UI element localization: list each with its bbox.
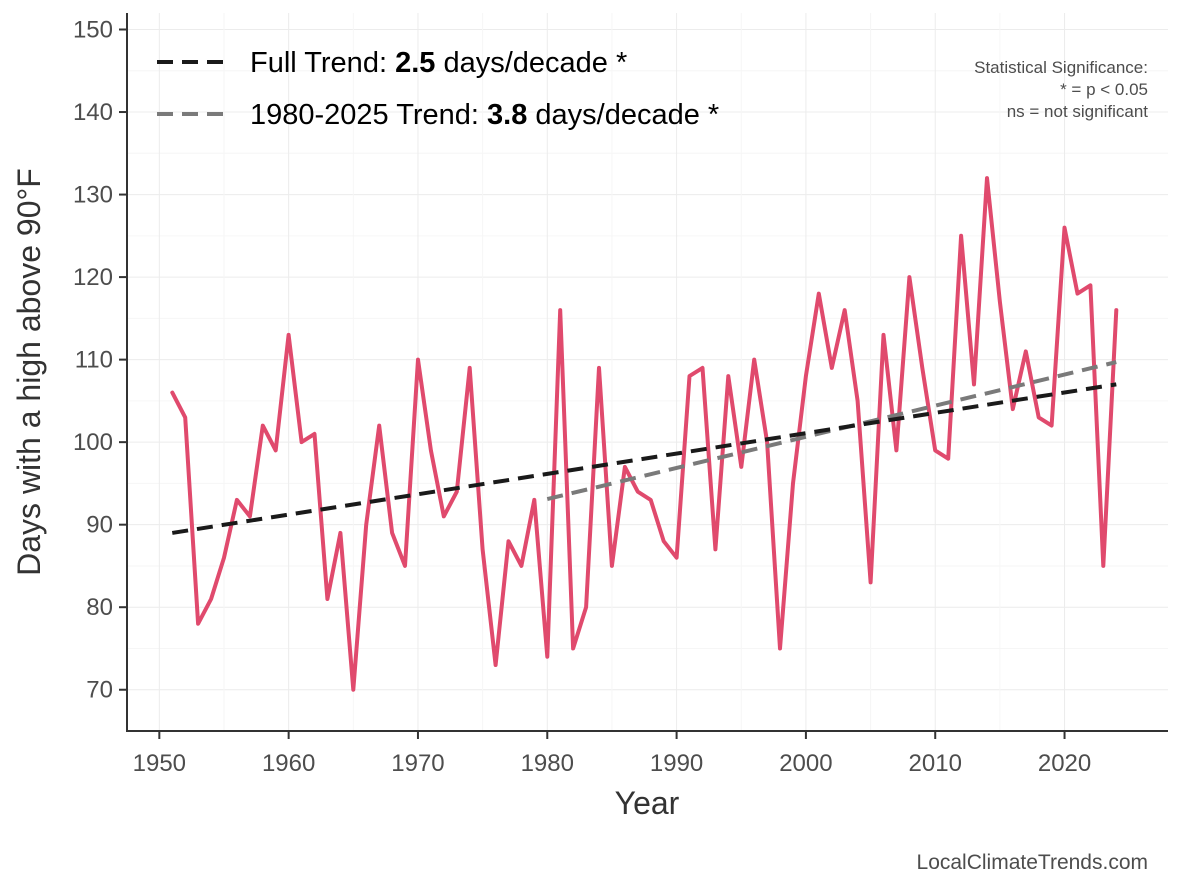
legend-full-trend-value: 2.5 (395, 47, 435, 79)
y-tick-label: 140 (73, 99, 113, 126)
y-ticks: 70 80 90 100 110 120 130 140 150 (73, 17, 127, 704)
x-tick-label: 1970 (391, 750, 444, 777)
significance-note: Statistical Significance: * = p < 0.05 n… (974, 58, 1148, 121)
legend-full-trend-prefix: Full Trend: (250, 47, 395, 79)
x-tick-label: 1960 (262, 750, 315, 777)
legend-label-recent-trend: 1980-2025 Trend: 3.8 days/decade * (250, 99, 719, 131)
x-tick-label: 1980 (521, 750, 574, 777)
y-tick-label: 100 (73, 429, 113, 456)
trend-lines (171, 360, 1117, 535)
trend-line-full (171, 382, 1117, 535)
axes (126, 13, 1168, 732)
y-tick-label: 110 (75, 347, 113, 374)
x-axis-title: Year (615, 785, 680, 821)
y-tick-label: 80 (86, 594, 113, 621)
y-tick-label: 120 (73, 264, 113, 291)
y-axis-title: Days with a high above 90°F (11, 168, 47, 576)
legend-full-trend-suffix: days/decade * (435, 47, 627, 79)
x-tick-label: 2000 (779, 750, 832, 777)
y-tick-label: 90 (86, 512, 113, 539)
legend: Full Trend: 2.5 days/decade * 1980-2025 … (157, 47, 719, 131)
y-tick-label: 70 (86, 677, 113, 704)
legend-label-full-trend: Full Trend: 2.5 days/decade * (250, 47, 627, 79)
trend-line-1980-2025 (546, 360, 1117, 502)
significance-note-ns: ns = not significant (1007, 102, 1149, 121)
legend-recent-trend-suffix: days/decade * (527, 99, 719, 131)
y-tick-label: 150 (73, 17, 113, 44)
x-ticks: 1950 1960 1970 1980 1990 2000 2010 2020 (133, 731, 1091, 777)
x-tick-label: 1950 (133, 750, 186, 777)
series-lines (170, 176, 1119, 692)
x-tick-label: 1990 (650, 750, 703, 777)
y-tick-label: 130 (73, 182, 113, 209)
legend-recent-trend-prefix: 1980-2025 Trend: (250, 99, 487, 131)
x-tick-label: 2020 (1038, 750, 1091, 777)
legend-recent-trend-value: 3.8 (487, 99, 527, 131)
x-tick-label: 2010 (909, 750, 962, 777)
significance-note-title: Statistical Significance: (974, 58, 1148, 77)
source-credit: LocalClimateTrends.com (917, 851, 1148, 874)
significance-note-p-value: * = p < 0.05 (1060, 80, 1148, 99)
series-line-days-above-90 (170, 176, 1119, 692)
